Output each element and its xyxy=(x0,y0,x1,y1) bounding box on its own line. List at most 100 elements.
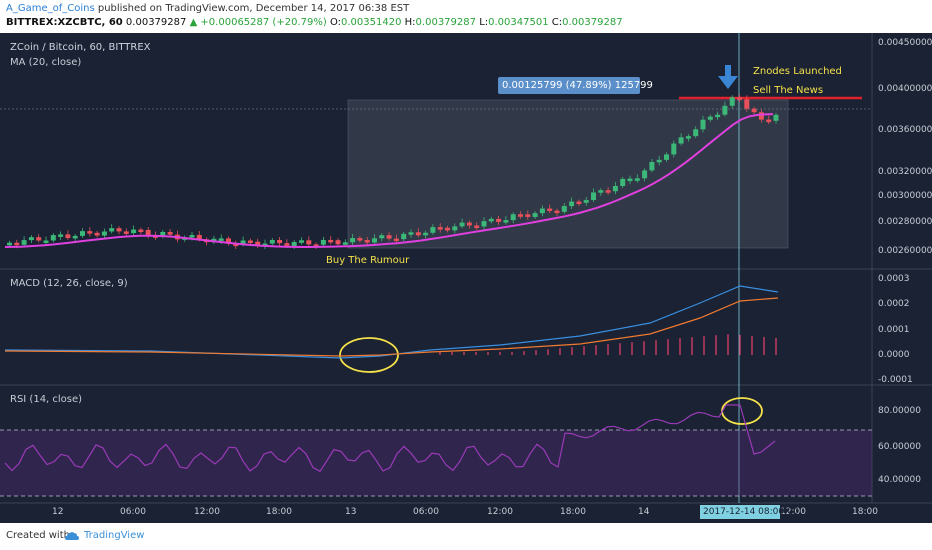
candle[interactable] xyxy=(14,242,20,246)
candle[interactable] xyxy=(474,225,480,228)
candle[interactable] xyxy=(737,97,742,100)
candle[interactable] xyxy=(525,214,531,217)
candle[interactable] xyxy=(138,229,144,233)
chart-area[interactable]: ZCoin / Bitcoin, 60, BITTREX MA (20, clo… xyxy=(0,33,932,523)
candle[interactable] xyxy=(240,240,246,245)
candle[interactable] xyxy=(196,234,202,240)
candle[interactable] xyxy=(160,231,166,236)
candle[interactable] xyxy=(612,186,618,192)
candle[interactable] xyxy=(415,232,421,236)
candle[interactable] xyxy=(58,234,64,237)
candle[interactable] xyxy=(116,228,122,232)
buy-annotation[interactable]: Buy The Rumour xyxy=(326,255,410,266)
candle[interactable] xyxy=(313,244,319,247)
candle[interactable] xyxy=(605,190,611,193)
candle[interactable] xyxy=(576,201,582,205)
candle[interactable] xyxy=(386,235,392,239)
candle[interactable] xyxy=(123,231,129,234)
candle[interactable] xyxy=(627,178,633,182)
candle[interactable] xyxy=(364,240,370,243)
candle[interactable] xyxy=(393,238,399,242)
candle[interactable] xyxy=(452,226,458,231)
candle[interactable] xyxy=(408,232,414,235)
tradingview-link[interactable]: TradingView xyxy=(84,530,145,541)
candle[interactable] xyxy=(226,238,231,244)
candle[interactable] xyxy=(569,201,575,207)
measure-box[interactable] xyxy=(347,99,789,249)
candle[interactable] xyxy=(678,137,684,144)
candle[interactable] xyxy=(758,112,764,120)
candle[interactable] xyxy=(7,242,12,246)
candle[interactable] xyxy=(328,239,334,243)
candle[interactable] xyxy=(671,143,677,155)
candle[interactable] xyxy=(131,229,137,234)
candle[interactable] xyxy=(269,240,275,244)
candle[interactable] xyxy=(87,231,93,234)
candle[interactable] xyxy=(65,234,71,239)
candle[interactable] xyxy=(320,239,326,245)
candle[interactable] xyxy=(518,214,523,217)
candle[interactable] xyxy=(401,233,407,240)
candle[interactable] xyxy=(372,238,377,243)
candle[interactable] xyxy=(262,243,268,247)
author-link[interactable]: A_Game_of_Coins xyxy=(6,3,95,14)
candle[interactable] xyxy=(43,240,49,243)
candle[interactable] xyxy=(766,119,772,123)
candle[interactable] xyxy=(459,222,465,227)
candle[interactable] xyxy=(350,238,356,243)
candle[interactable] xyxy=(189,234,195,238)
candle[interactable] xyxy=(299,240,304,243)
candle[interactable] xyxy=(496,218,502,222)
candle[interactable] xyxy=(94,232,100,236)
candle[interactable] xyxy=(145,229,151,236)
candle[interactable] xyxy=(488,218,494,222)
candle[interactable] xyxy=(284,243,290,246)
candle[interactable] xyxy=(80,231,85,236)
candle[interactable] xyxy=(466,222,472,226)
candle[interactable] xyxy=(72,235,78,239)
candle[interactable] xyxy=(642,170,648,179)
candle[interactable] xyxy=(255,241,261,246)
candle[interactable] xyxy=(664,154,669,160)
candle[interactable] xyxy=(445,227,450,231)
candle[interactable] xyxy=(700,119,706,130)
candle[interactable] xyxy=(693,129,699,137)
candle[interactable] xyxy=(481,221,487,227)
candle[interactable] xyxy=(306,240,312,245)
candle[interactable] xyxy=(21,240,27,245)
candle[interactable] xyxy=(547,208,553,212)
candle[interactable] xyxy=(591,192,596,201)
candle[interactable] xyxy=(503,220,509,223)
candle[interactable] xyxy=(109,228,115,232)
candle[interactable] xyxy=(685,136,691,139)
candle[interactable] xyxy=(707,116,713,120)
candle[interactable] xyxy=(277,240,283,244)
tradingview-cloud-icon[interactable] xyxy=(65,531,79,541)
znodes-annotation[interactable]: Znodes Launched xyxy=(753,66,842,77)
candle[interactable] xyxy=(167,231,173,235)
candle[interactable] xyxy=(554,210,560,214)
candle[interactable] xyxy=(539,208,545,214)
candle[interactable] xyxy=(233,243,239,247)
candle[interactable] xyxy=(357,238,363,241)
candle[interactable] xyxy=(620,178,626,187)
candle[interactable] xyxy=(583,200,589,203)
candle[interactable] xyxy=(36,237,42,241)
candle[interactable] xyxy=(722,105,728,115)
candle[interactable] xyxy=(247,240,253,243)
candle[interactable] xyxy=(656,159,662,163)
candle[interactable] xyxy=(715,114,721,118)
candle[interactable] xyxy=(423,232,429,236)
arrow-down-icon[interactable] xyxy=(718,65,738,89)
sell-annotation[interactable]: Sell The News xyxy=(753,85,824,96)
candle[interactable] xyxy=(28,237,34,241)
candle[interactable] xyxy=(437,227,443,230)
candle[interactable] xyxy=(773,114,779,121)
candle[interactable] xyxy=(218,238,224,241)
candle[interactable] xyxy=(532,213,538,217)
candle[interactable] xyxy=(101,231,107,236)
macd-cross-circle[interactable] xyxy=(339,337,399,373)
candle[interactable] xyxy=(342,242,348,245)
candle[interactable] xyxy=(744,99,750,109)
candle[interactable] xyxy=(561,206,567,212)
